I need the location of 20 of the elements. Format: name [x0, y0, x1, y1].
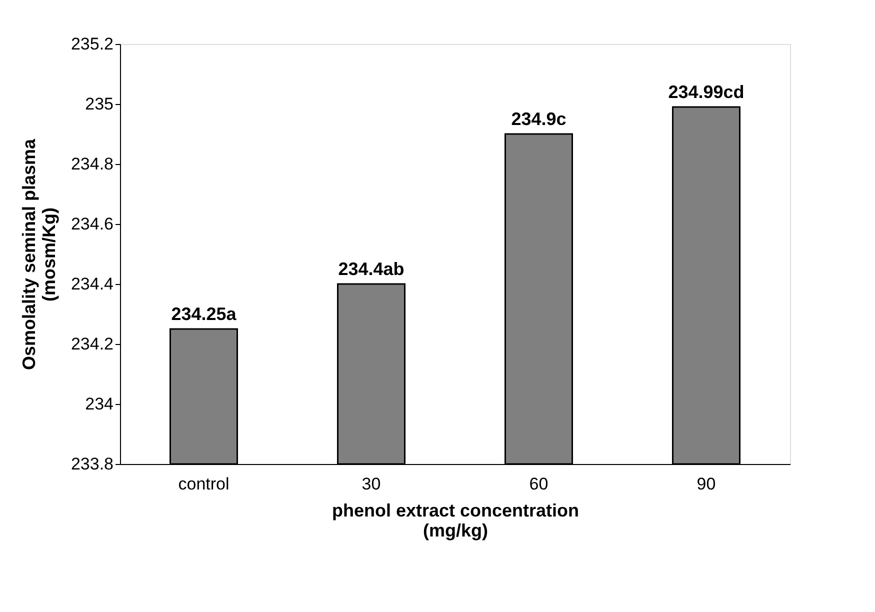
x-tick-label: 90: [696, 474, 716, 494]
data-label: 234.9c: [511, 109, 566, 129]
y-tick-label: 234: [85, 394, 114, 414]
y-tick-label: 235: [85, 94, 114, 114]
y-tick-label: 234.2: [70, 334, 114, 354]
text: (mosm/Kg): [38, 208, 59, 302]
data-label: 234.25a: [171, 304, 238, 324]
data-label: 234.4ab: [338, 259, 404, 279]
y-tick-label: 234.6: [70, 214, 114, 234]
y-tick-label: 235.2: [70, 34, 114, 54]
x-tick-label: control: [178, 474, 230, 494]
text: Osmolality seminal plasma: [18, 138, 39, 370]
x-tick-label: 60: [529, 474, 548, 494]
y-tick-label: 233.8: [70, 454, 114, 474]
text: (mg/kg): [423, 520, 488, 540]
text: phenol extract concentration: [332, 500, 580, 520]
x-tick-label: 30: [362, 474, 381, 494]
y-tick-label: 234.8: [70, 154, 114, 174]
data-label: 234.99cd: [668, 82, 744, 102]
y-tick-label: 234.4: [70, 274, 114, 294]
